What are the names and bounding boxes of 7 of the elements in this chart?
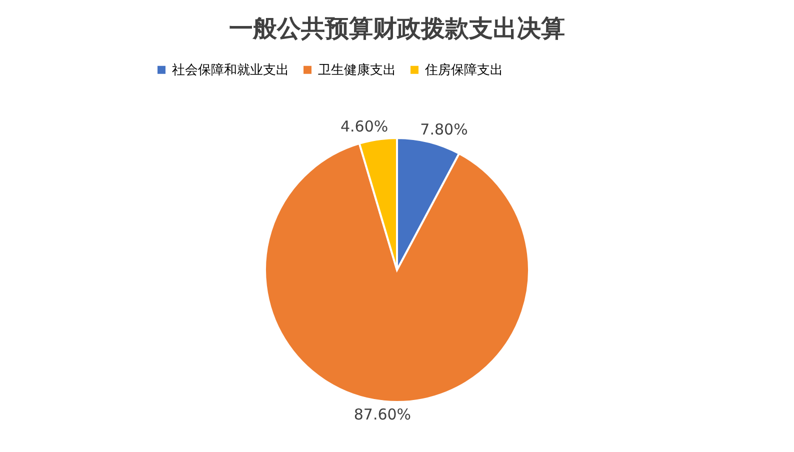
- chart-title: 一般公共预算财政拨款支出决算: [229, 14, 565, 43]
- legend-label: 社会保障和就业支出: [172, 62, 289, 78]
- legend-label: 住房保障支出: [424, 62, 503, 78]
- data-label: 87.60%: [354, 405, 412, 424]
- data-label: 4.60%: [340, 118, 388, 136]
- data-label: 7.80%: [420, 120, 468, 138]
- legend-label: 卫生健康支出: [318, 62, 396, 78]
